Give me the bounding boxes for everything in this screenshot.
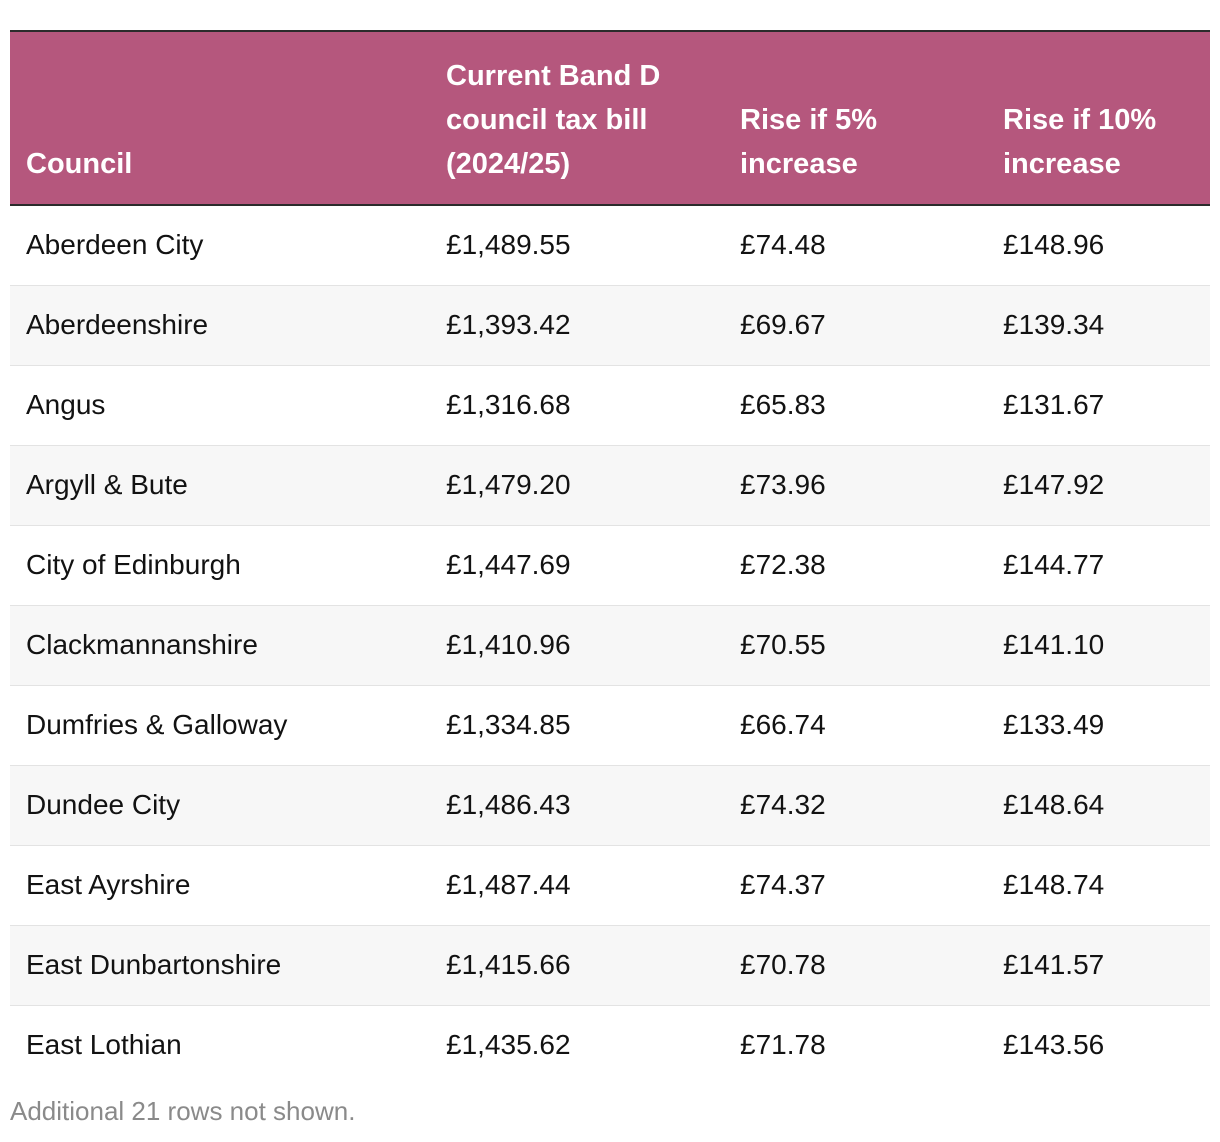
cell-rise-5: £66.74	[740, 709, 826, 740]
cell-current-bill: £1,334.85	[446, 709, 571, 740]
council-tax-table-container: Council Current Band D council tax bill …	[10, 30, 1210, 1085]
cell-rise-10: £141.57	[1003, 949, 1105, 980]
cell-rise-5: £71.78	[740, 1029, 826, 1061]
cell-council: Argyll & Bute	[26, 469, 188, 500]
column-header-line: council tax bill	[446, 104, 648, 136]
cell-council: Clackmannanshire	[26, 629, 258, 660]
cell-council: East Lothian	[26, 1029, 182, 1061]
cell-current-bill: £1,447.69	[446, 549, 571, 580]
table-header: Council Current Band D council tax bill …	[10, 31, 1210, 205]
cell-rise-10: £148.74	[1003, 869, 1105, 900]
cell-current-bill: £1,316.68	[446, 389, 571, 420]
cell-rise-10: £133.49	[1003, 709, 1105, 740]
cell-council: City of Edinburgh	[26, 549, 241, 580]
cell-rise-5: £74.32	[740, 789, 826, 820]
column-header-line: Council	[26, 148, 133, 180]
cell-current-bill: £1,489.55	[446, 229, 571, 261]
cell-rise-5: £69.67	[740, 309, 826, 340]
cell-rise-10: £148.64	[1003, 789, 1105, 820]
cell-current-bill: £1,487.44	[446, 869, 571, 900]
cell-current-bill: £1,435.62	[446, 1029, 571, 1061]
column-header-rise-5: Rise if 5% increase	[724, 31, 987, 205]
cell-rise-10: £144.77	[1003, 549, 1105, 580]
cell-council: Dumfries & Galloway	[26, 709, 288, 740]
cell-current-bill: £1,486.43	[446, 789, 571, 820]
cell-rise-5: £73.96	[740, 469, 826, 500]
table-row: Angus £1,316.68 £65.83 £131.67	[10, 365, 1210, 445]
cell-council: East Ayrshire	[26, 869, 191, 900]
cell-council: Aberdeen City	[26, 229, 204, 261]
cell-rise-5: £74.48	[740, 229, 826, 261]
table-row: Aberdeenshire £1,393.42 £69.67 £139.34	[10, 285, 1210, 365]
column-header-line: increase	[740, 148, 858, 180]
table-row: East Dunbartonshire £1,415.66 £70.78 £141.5…	[10, 925, 1210, 1005]
column-header-line: Current Band D	[446, 60, 661, 92]
cell-council: Dundee City	[26, 789, 181, 820]
cell-current-bill: £1,479.20	[446, 469, 571, 500]
table-row: East Lothian £1,435.62 £71.78 £143.56	[10, 1005, 1210, 1085]
table-row: Dundee City £1,486.43 £74.32 £148.64	[10, 765, 1210, 845]
council-tax-table: Council Current Band D council tax bill …	[10, 30, 1210, 1085]
table-row: East Ayrshire £1,487.44 £74.37 £148.74	[10, 845, 1210, 925]
cell-rise-10: £148.96	[1003, 229, 1105, 261]
table-row: Argyll & Bute £1,479.20 £73.96 £147.92	[10, 445, 1210, 525]
cell-current-bill: £1,393.42	[446, 309, 571, 340]
table-body: Aberdeen City £1,489.55 £74.48 £148.96 Aberd…	[10, 205, 1210, 1085]
column-header-current-bill: Current Band D council tax bill (2024/25…	[430, 31, 724, 205]
cell-council: Aberdeenshire	[26, 309, 209, 340]
column-header-rise-10: Rise if 10% increase	[987, 31, 1210, 205]
cell-rise-5: £70.55	[740, 629, 826, 660]
cell-current-bill: £1,415.66	[446, 949, 571, 980]
cell-rise-10: £147.92	[1003, 469, 1105, 500]
cell-current-bill: £1,410.96	[446, 629, 571, 660]
cell-rise-5: £65.83	[740, 389, 826, 420]
table-row: Dumfries & Galloway £1,334.85 £66.74 £133.4…	[10, 685, 1210, 765]
cell-rise-5: £70.78	[740, 949, 826, 980]
cell-rise-5: £72.38	[740, 549, 826, 580]
rows-not-shown-note: Additional 21 rows not shown.	[10, 1096, 356, 1126]
table-row: Clackmannanshire £1,410.96 £70.55 £141.10	[10, 605, 1210, 685]
column-header-council: Council	[10, 31, 430, 205]
cell-rise-5: £74.37	[740, 869, 826, 900]
cell-rise-10: £131.67	[1003, 389, 1105, 420]
column-header-line: (2024/25)	[446, 148, 571, 180]
cell-rise-10: £141.10	[1003, 629, 1105, 660]
cell-council: Angus	[26, 389, 106, 420]
column-header-line: Rise if 5%	[740, 104, 877, 136]
column-header-line: Rise if 10%	[1003, 104, 1157, 136]
cell-rise-10: £143.56	[1003, 1029, 1105, 1061]
cell-council: East Dunbartonshire	[26, 949, 282, 980]
header-row: Council Current Band D council tax bill …	[10, 31, 1210, 205]
column-header-line: increase	[1003, 148, 1121, 180]
table-row: City of Edinburgh £1,447.69 £72.38 £144.77	[10, 525, 1210, 605]
table-row: Aberdeen City £1,489.55 £74.48 £148.96	[10, 205, 1210, 285]
cell-rise-10: £139.34	[1003, 309, 1105, 340]
